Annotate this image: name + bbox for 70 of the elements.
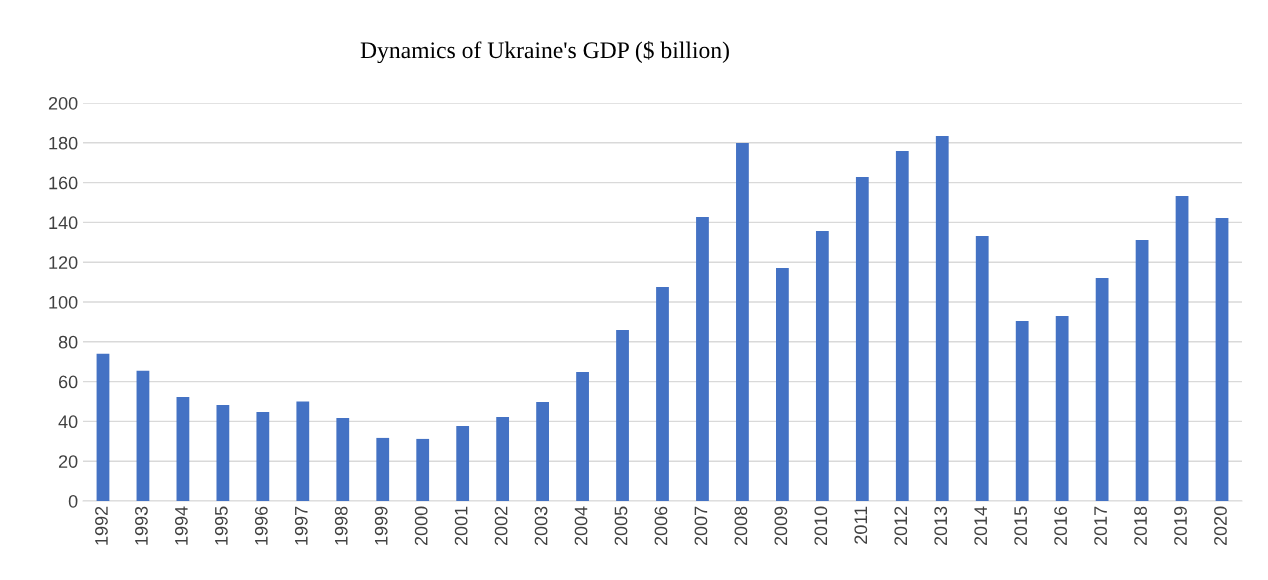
bar	[416, 438, 430, 501]
x-tick-label: 1996	[254, 506, 268, 545]
y-tick-label: 20	[58, 455, 78, 468]
x-tick-label: 1997	[294, 506, 308, 545]
x-tick-label: 2011	[854, 506, 868, 544]
x-tick-label: 2012	[894, 506, 908, 546]
x-tick-label: 1999	[374, 506, 388, 545]
x-tick-label: 2008	[734, 506, 748, 546]
bar	[935, 136, 949, 501]
x-tick-label: 1994	[174, 506, 188, 545]
chart-title: Dynamics of Ukraine's GDP ($ billion)	[360, 40, 729, 64]
y-tick-label: 100	[49, 295, 78, 309]
bar	[975, 235, 989, 501]
bar	[216, 405, 230, 501]
bar	[176, 396, 190, 501]
x-tick-label: 2002	[494, 506, 508, 546]
x-tick-label: 2016	[1054, 506, 1067, 546]
x-tick-label: 2017	[1094, 506, 1107, 546]
y-tick-label: 60	[58, 375, 78, 389]
bar	[576, 372, 589, 501]
x-tick-label: 2019	[1174, 506, 1187, 546]
x-tick-label: 2000	[414, 506, 428, 546]
x-tick-label: 2014	[974, 506, 988, 546]
bar	[656, 287, 669, 501]
x-tick-label: 1992	[95, 506, 108, 545]
bar	[376, 437, 390, 501]
x-tick-label: 1998	[334, 506, 348, 545]
x-tick-label: 2003	[534, 506, 548, 546]
x-tick-label: 2010	[814, 506, 828, 546]
bar	[336, 418, 350, 501]
bar	[855, 177, 869, 501]
bar	[296, 401, 310, 501]
bar	[815, 230, 829, 501]
x-tick-label: 2013	[934, 506, 948, 546]
bar	[895, 150, 909, 501]
bar	[736, 143, 749, 501]
x-tick-label: 2018	[1134, 506, 1147, 546]
bar	[136, 370, 150, 501]
y-tick-label: 80	[58, 335, 78, 349]
x-tick-label: 2006	[654, 506, 668, 546]
bar	[1055, 315, 1069, 501]
x-tick-label: 2015	[1014, 506, 1028, 546]
bar	[1095, 278, 1109, 501]
x-tick-label: 2001	[454, 506, 468, 546]
x-tick-label: 2007	[694, 506, 708, 546]
bar	[696, 217, 709, 501]
x-tick-label: 2004	[574, 506, 588, 546]
y-tick-label: 180	[49, 136, 78, 150]
bar	[456, 425, 470, 501]
bar	[1015, 320, 1029, 501]
y-tick-label: 200	[48, 96, 78, 110]
bar	[1135, 239, 1149, 501]
bar	[536, 402, 549, 501]
x-tick-label: 1995	[214, 506, 228, 545]
bar	[776, 267, 789, 501]
bar	[616, 330, 629, 501]
x-tick-label: 2005	[614, 506, 628, 546]
x-tick-label: 2009	[774, 506, 788, 546]
bar	[1175, 195, 1189, 501]
bar	[256, 412, 270, 501]
bar	[96, 353, 110, 501]
y-tick-label: 160	[49, 176, 78, 190]
bar	[496, 417, 510, 501]
y-tick-label: 0	[68, 494, 78, 508]
x-tick-label: 1993	[135, 506, 148, 545]
y-tick-label: 140	[49, 216, 78, 230]
y-tick-label: 120	[49, 256, 78, 269]
bar	[1215, 218, 1229, 501]
y-tick-label: 40	[58, 415, 78, 429]
x-tick-label: 2020	[1214, 506, 1227, 546]
